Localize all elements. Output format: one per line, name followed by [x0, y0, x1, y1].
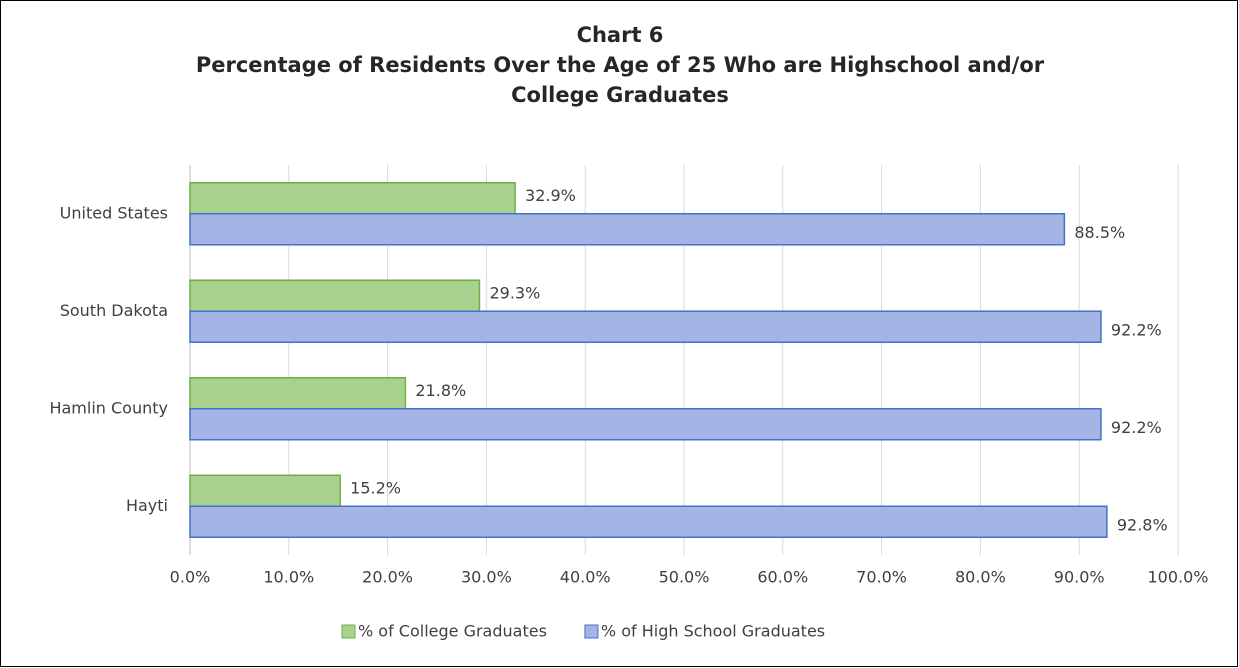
titles: Chart 6 Percentage of Residents Over the… — [120, 20, 1120, 110]
y-tick-label: United States — [60, 203, 168, 222]
x-tick-label: 10.0% — [263, 568, 314, 587]
data-label: 32.9% — [525, 186, 576, 205]
chart-subtitle: Percentage of Residents Over the Age of … — [195, 53, 1045, 107]
data-label: 88.5% — [1074, 223, 1125, 242]
x-tick-label: 100.0% — [1147, 568, 1208, 587]
bar — [189, 408, 1102, 441]
bar — [189, 279, 481, 312]
chart-title: Chart 6 — [576, 23, 664, 47]
x-tick-label: 60.0% — [757, 568, 808, 587]
bar — [189, 182, 516, 215]
y-tick-label: South Dakota — [60, 301, 168, 320]
legend-swatch — [341, 624, 356, 639]
data-label: 29.3% — [489, 283, 540, 302]
x-tick-label: 70.0% — [856, 568, 907, 587]
data-label: 15.2% — [350, 478, 401, 497]
bar — [189, 505, 1108, 538]
bar — [189, 310, 1102, 343]
x-tick-label: 0.0% — [170, 568, 211, 587]
x-tick-label: 40.0% — [560, 568, 611, 587]
y-tick-label: Hamlin County — [49, 398, 168, 417]
bar — [189, 213, 1066, 246]
data-label: 92.2% — [1111, 320, 1162, 339]
legend-label: % of College Graduates — [358, 622, 547, 641]
data-label: 21.8% — [415, 381, 466, 400]
legend-swatch — [584, 624, 599, 639]
bar — [189, 377, 407, 410]
y-tick-label: Hayti — [126, 496, 168, 515]
x-tick-label: 30.0% — [461, 568, 512, 587]
x-tick-label: 80.0% — [955, 568, 1006, 587]
x-tick-label: 20.0% — [362, 568, 413, 587]
data-label: 92.8% — [1117, 515, 1168, 534]
x-tick-label: 90.0% — [1054, 568, 1105, 587]
legend-label: % of High School Graduates — [601, 622, 825, 641]
x-tick-label: 50.0% — [659, 568, 710, 587]
bar — [189, 474, 341, 507]
data-label: 92.2% — [1111, 418, 1162, 437]
